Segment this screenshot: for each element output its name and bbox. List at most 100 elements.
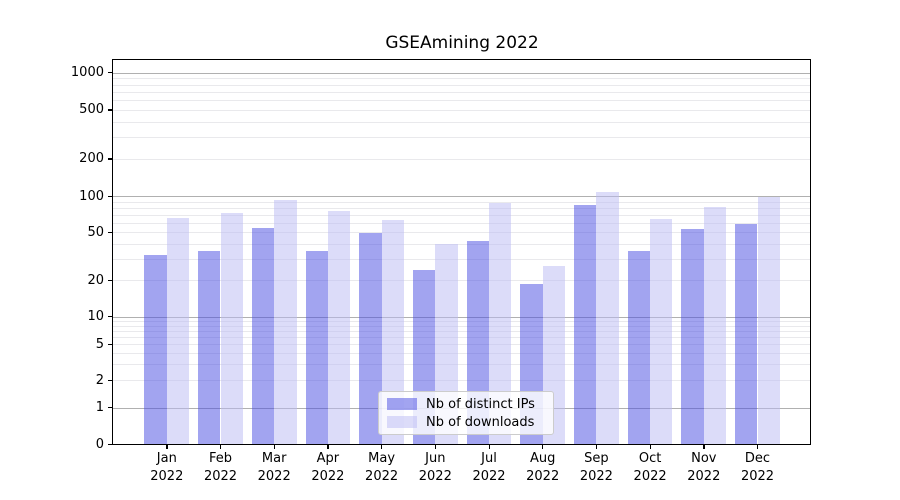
x-tick-label-dec: Dec 2022 bbox=[726, 450, 790, 486]
y-tick-label-2: 2 bbox=[95, 372, 104, 388]
x-tick-label-line: 2022 bbox=[150, 469, 184, 484]
legend: Nb of distinct IPs Nb of downloads bbox=[378, 391, 554, 435]
x-tick-label-line: 2022 bbox=[526, 469, 560, 484]
y-tick-200 bbox=[108, 158, 113, 160]
x-tick-label-line: Jan bbox=[156, 451, 177, 466]
x-tick-label-line: Oct bbox=[638, 451, 662, 466]
bar-distinct-ips-dec bbox=[735, 223, 758, 445]
x-tick-label-line: Nov bbox=[691, 451, 717, 466]
x-tick-nov bbox=[703, 445, 705, 449]
x-tick-label-aug: Aug 2022 bbox=[511, 450, 575, 486]
x-tick-label-line: 2022 bbox=[579, 469, 613, 484]
x-tick-may bbox=[381, 445, 383, 449]
x-tick-label-line: Aug bbox=[529, 451, 556, 466]
bar-downloads-jan bbox=[166, 218, 190, 445]
x-tick-label-line: Jul bbox=[481, 451, 497, 466]
y-tick-50 bbox=[108, 231, 113, 234]
y-tick-2 bbox=[108, 379, 113, 382]
gridline-minor-y-700 bbox=[113, 91, 811, 93]
bar-downloads-oct bbox=[650, 218, 673, 445]
x-tick-label-line: 2022 bbox=[740, 469, 775, 484]
x-tick-label-line: 2022 bbox=[687, 469, 721, 484]
legend-item-downloads: Nb of downloads bbox=[387, 414, 545, 430]
y-tick-0 bbox=[108, 443, 113, 445]
bar-downloads-mar bbox=[274, 199, 297, 445]
x-tick-dec bbox=[757, 445, 759, 449]
x-tick-label-line: 2022 bbox=[203, 469, 238, 484]
x-tick-label-jan: Jan 2022 bbox=[135, 450, 199, 486]
legend-label-downloads: Nb of downloads bbox=[426, 414, 535, 430]
bar-distinct-ips-sep bbox=[574, 204, 597, 445]
gridline-minor-y-4 bbox=[113, 352, 811, 354]
bar-distinct-ips-jan bbox=[144, 255, 167, 445]
y-tick-label-200: 200 bbox=[79, 151, 104, 167]
gridline-major-y-1000 bbox=[113, 72, 811, 74]
x-tick-label-line: 2022 bbox=[257, 469, 291, 484]
x-tick-mar bbox=[273, 445, 275, 449]
x-tick-label-jun: Jun 2022 bbox=[403, 450, 467, 486]
x-tick-label-line: 2022 bbox=[418, 469, 452, 484]
gridline-minor-y-20 bbox=[113, 280, 811, 282]
chart-title: GSEAmining 2022 bbox=[385, 33, 539, 53]
bar-distinct-ips-nov bbox=[681, 229, 704, 445]
bar-downloads-apr bbox=[327, 210, 351, 445]
gridline-minor-y-800 bbox=[113, 84, 811, 86]
x-tick-label-feb: Feb 2022 bbox=[189, 450, 253, 486]
bar-downloads-sep bbox=[596, 191, 619, 445]
y-tick-label-1: 1 bbox=[95, 400, 104, 416]
gridline-minor-y-8 bbox=[113, 325, 811, 327]
x-tick-apr bbox=[327, 445, 329, 449]
x-tick-label-line: Feb bbox=[208, 451, 233, 466]
x-tick-label-line: Dec bbox=[744, 451, 771, 466]
x-tick-label-line: 2022 bbox=[365, 469, 399, 484]
gridline-major-y-10 bbox=[113, 316, 811, 318]
gridline-minor-y-70 bbox=[113, 214, 811, 216]
bar-downloads-nov bbox=[703, 206, 727, 445]
x-tick-label-mar: Mar 2022 bbox=[242, 450, 306, 486]
bar-distinct-ips-apr bbox=[305, 250, 328, 445]
bar-distinct-ips-may bbox=[359, 233, 382, 445]
gridline-minor-y-40 bbox=[113, 244, 811, 245]
bar-distinct-ips-mar bbox=[251, 228, 275, 445]
x-tick-label-line: 2022 bbox=[633, 469, 667, 484]
gridline-minor-y-90 bbox=[113, 201, 811, 203]
y-tick-label-1000: 1000 bbox=[70, 65, 104, 81]
gridline-minor-y-80 bbox=[113, 207, 811, 209]
y-tick-1000 bbox=[108, 72, 113, 74]
plot-area bbox=[113, 60, 811, 445]
x-tick-label-oct: Oct 2022 bbox=[618, 450, 682, 486]
bar-downloads-feb bbox=[220, 212, 243, 445]
y-tick-20 bbox=[108, 279, 113, 282]
x-tick-label-may: May 2022 bbox=[350, 450, 414, 486]
x-tick-label-line: May bbox=[368, 451, 396, 466]
x-tick-label-line: 2022 bbox=[311, 469, 345, 484]
legend-swatch-distinct-ips-icon bbox=[387, 398, 417, 410]
y-tick-10 bbox=[108, 316, 113, 318]
y-tick-label-100: 100 bbox=[79, 188, 104, 204]
x-tick-sep bbox=[595, 445, 598, 449]
legend-swatch-downloads-icon bbox=[387, 416, 417, 428]
x-tick-feb bbox=[220, 445, 222, 449]
x-tick-label-jul: Jul 2022 bbox=[457, 450, 521, 486]
x-tick-label-apr: Apr 2022 bbox=[296, 450, 360, 486]
x-tick-oct bbox=[649, 445, 651, 449]
gridline-minor-y-200 bbox=[113, 158, 811, 160]
y-tick-label-10: 10 bbox=[87, 309, 104, 325]
legend-item-distinct-ips: Nb of distinct IPs bbox=[387, 396, 545, 412]
x-tick-label-sep: Sep 2022 bbox=[564, 450, 628, 486]
gridline-minor-y-600 bbox=[113, 100, 811, 102]
bar-downloads-jul bbox=[489, 203, 512, 445]
bar-distinct-ips-feb bbox=[198, 250, 221, 445]
gridline-minor-y-500 bbox=[113, 109, 811, 111]
gridline-minor-y-900 bbox=[113, 78, 811, 80]
gridline-minor-y-3 bbox=[113, 364, 811, 366]
y-tick-100 bbox=[108, 195, 113, 197]
bar-distinct-ips-oct bbox=[627, 250, 651, 445]
gridline-minor-y-6 bbox=[113, 336, 811, 338]
x-tick-label-line: Apr bbox=[316, 451, 340, 466]
bar-downloads-may bbox=[381, 219, 404, 445]
x-tick-label-nov: Nov 2022 bbox=[672, 450, 736, 486]
x-tick-aug bbox=[542, 445, 544, 449]
gridline-minor-y-9 bbox=[113, 320, 811, 322]
